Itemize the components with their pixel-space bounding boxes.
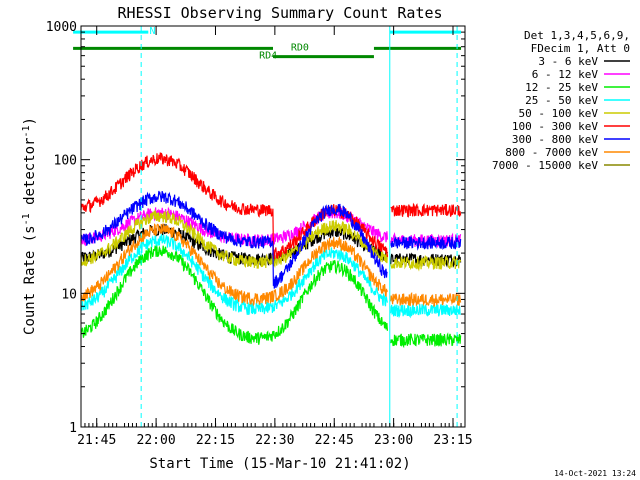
legend-label-3: 25 - 50 keV [525,94,598,107]
y-tick-label-2: 100 [54,154,77,169]
chart-title: RHESSI Observing Summary Count Rates [117,4,442,22]
x-tick-label-5: 23:00 [374,433,413,448]
series-line-2 [80,244,462,349]
state-bar-label-rd4: RD4 [259,51,277,62]
state-bars-layer: N RD0 RD4 [73,26,462,62]
y-label-part-1: Count Rate (s [22,225,38,335]
legend-label-4: 50 - 100 keV [519,107,599,120]
x-axis-label: Start Time (15-Mar-10 21:41:02) [149,456,410,472]
y-label-superscript-1: -1 [21,213,32,225]
x-tick-label-4: 22:45 [315,433,354,448]
vertical-markers-layer [80,26,458,427]
legend-label-1: 6 - 12 keV [532,68,599,81]
series-line-4 [80,209,462,272]
y-label-part-3: ) [22,117,38,125]
y-label-part-2: detector [22,138,38,214]
x-tick-label-0: 21:45 [77,433,116,448]
legend-label-6: 300 - 800 keV [512,133,598,146]
x-tick-label-6: 23:15 [433,433,472,448]
series-line-6 [80,190,462,289]
x-tick-label-1: 22:00 [137,433,176,448]
series-layer [80,152,462,349]
series-line-7 [80,222,462,307]
state-bar-label-rd0: RD0 [291,42,309,53]
legend-label-5: 100 - 300 keV [512,120,598,133]
y-axis-label: Count Rate (s-1 detector-1) [21,117,38,335]
legend-label-7: 800 - 7000 keV [505,146,598,159]
state-bar-label-n: N [149,26,155,37]
legend: Det 1,3,4,5,6,9, FDecim 1, Att 0 3 - 6 k… [492,29,630,172]
series-line-3 [80,234,461,319]
legend-label-2: 12 - 25 keV [525,81,598,94]
y-label-superscript-2: -1 [21,125,32,137]
legend-header-line-2: FDecim 1, Att 0 [531,42,630,55]
y-tick-label-3: 1000 [46,20,77,35]
axis-layer: 1 10 100 1000 21:45 22:00 22:15 22:30 22:45 23:00… [46,20,473,448]
plot-frame [80,25,466,428]
y-tick-label-0: 1 [69,421,77,436]
legend-label-8: 7000 - 15000 keV [492,159,598,172]
footer-timestamp: 14-Oct-2021 13:24 [554,469,636,478]
y-tick-label-1: 10 [61,287,77,302]
x-tick-label-3: 22:30 [255,433,294,448]
legend-label-0: 3 - 6 keV [538,55,598,68]
legend-header-line-1: Det 1,3,4,5,6,9, [524,29,630,42]
x-tick-label-2: 22:15 [196,433,235,448]
